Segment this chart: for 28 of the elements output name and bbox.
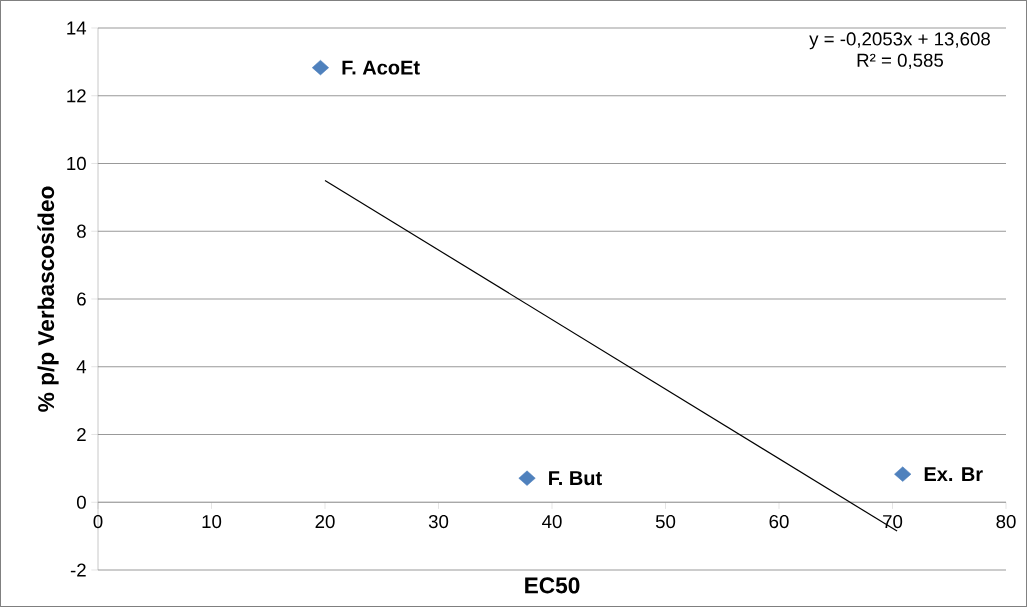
x-tick-label: 10 [202,514,222,529]
y-tick-label: 4 [76,360,87,374]
annotation: F. AcoEt [342,60,420,75]
x-tick-label: 0 [93,514,103,529]
y-tick-label: 12 [67,89,86,103]
y-tick-label: 8 [77,224,86,238]
y-tick-label: -2 [70,563,86,577]
x-tick-label: 80 [996,514,1016,529]
x-tick-label: 70 [883,514,903,529]
x-tick-label: 60 [769,514,789,529]
x-tick-label: 30 [428,514,449,529]
point [894,466,912,482]
annotation: R² = 0,585 [857,53,944,70]
x-axis-title: EC50 [525,577,580,594]
y-axis-title: % p/p Verbascosídeo [37,186,59,412]
y-tick-label: 0 [76,495,86,509]
x-tick-label: 20 [315,514,335,529]
y-tick-label: 2 [77,427,86,442]
y-tick-label: 6 [77,292,86,306]
x-tick-label: 50 [655,514,676,529]
y-tick-label: 14 [67,21,87,35]
annotation: Ex. Br [924,467,983,482]
point [518,470,536,486]
y-tick-label: 10 [67,156,86,171]
point [311,60,329,76]
annotation: F. But [549,471,602,486]
x-tick-label: 40 [542,514,562,529]
annotation: y = -0,2053x + 13,608 [809,32,990,50]
